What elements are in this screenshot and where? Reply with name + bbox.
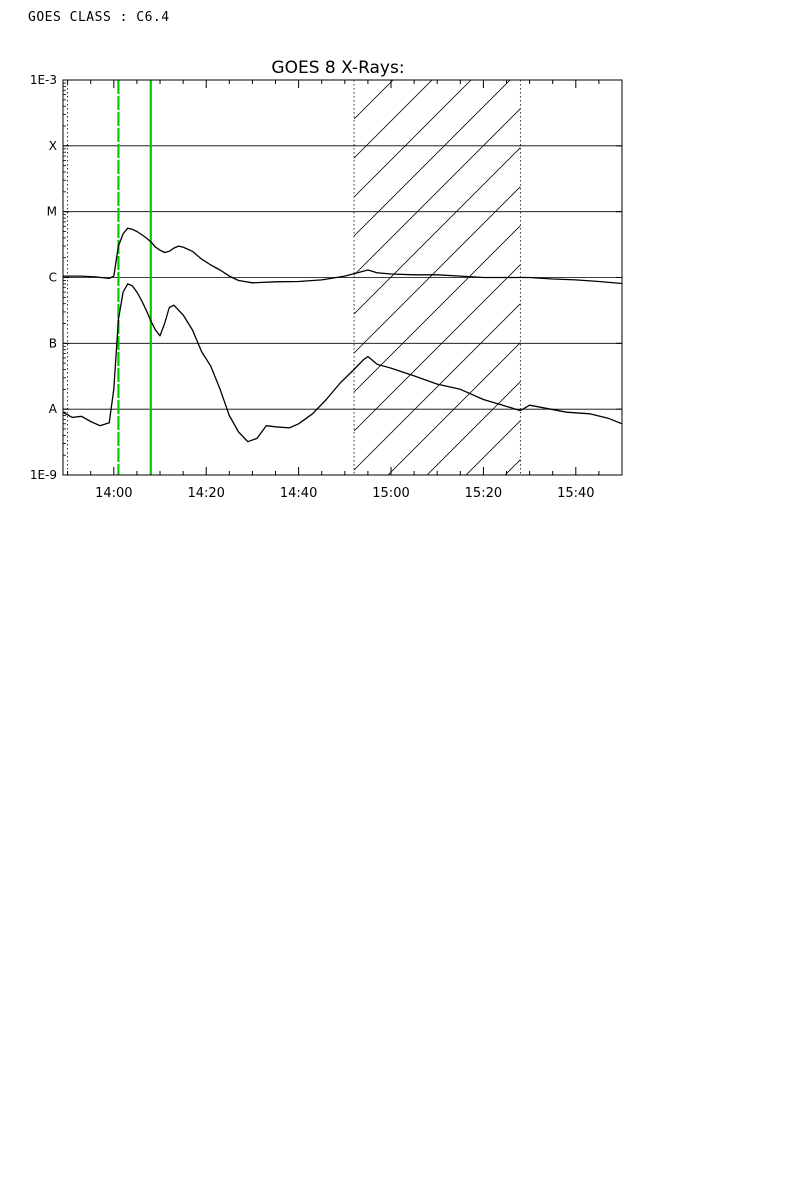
- flux-series-line: [63, 227, 622, 285]
- y-tick-label: A: [49, 402, 58, 416]
- y-tick-label: M: [47, 205, 57, 219]
- hatch-line: [353, 108, 521, 276]
- chart-title: GOES 8 X-Rays:: [271, 58, 404, 78]
- hatch-line: [353, 80, 511, 237]
- hatch-line: [353, 147, 521, 315]
- hatch-line: [465, 420, 521, 475]
- x-tick-label: 15:00: [372, 486, 409, 501]
- y-axis-ticks: 1E-9 A B C M X 1E-3: [30, 73, 622, 482]
- y-tick-label: B: [49, 336, 57, 350]
- hatch-line: [353, 186, 521, 354]
- flux-curves: [63, 227, 622, 443]
- grid-lines: [63, 145, 622, 410]
- hatch-line: [353, 264, 521, 432]
- goes-class-label: GOES CLASS : C6.4: [28, 10, 170, 25]
- y-tick-label: 1E-3: [30, 73, 57, 87]
- hatch-line: [353, 225, 521, 393]
- hatch-line: [353, 80, 472, 198]
- hatch-line: [353, 303, 521, 471]
- x-tick-label: 15:40: [557, 486, 594, 501]
- x-axis-ticks: 14:00 14:20 14:40 15:00 15:20 15:40: [67, 80, 623, 501]
- x-tick-label: 14:00: [95, 486, 132, 501]
- hatch-line: [426, 381, 521, 475]
- x-tick-label: 14:20: [187, 486, 224, 501]
- x-tick-label: 14:40: [280, 486, 317, 501]
- flux-series-line: [63, 283, 622, 443]
- y-tick-label: 1E-9: [30, 468, 57, 482]
- y-tick-label: X: [49, 139, 57, 153]
- hatch-line: [353, 80, 394, 120]
- y-tick-label: C: [49, 271, 57, 285]
- hatch-line: [504, 459, 521, 475]
- x-tick-label: 15:20: [465, 486, 502, 501]
- hatch-line: [353, 80, 433, 159]
